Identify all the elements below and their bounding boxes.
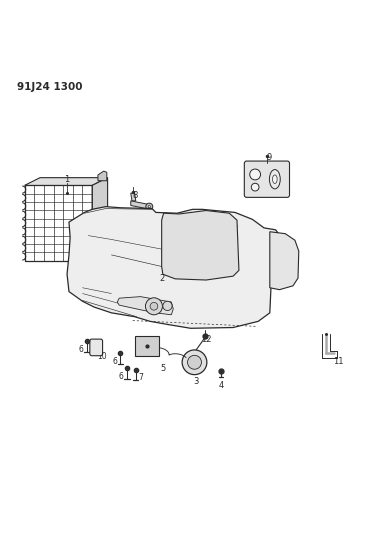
Text: 4: 4	[218, 381, 223, 390]
FancyBboxPatch shape	[244, 161, 289, 197]
Text: 6: 6	[113, 357, 118, 366]
FancyBboxPatch shape	[135, 336, 159, 357]
Circle shape	[250, 169, 261, 180]
Circle shape	[150, 302, 158, 310]
Polygon shape	[162, 211, 239, 280]
Text: 91J24 1300: 91J24 1300	[17, 82, 82, 92]
FancyBboxPatch shape	[90, 339, 103, 356]
Circle shape	[146, 203, 153, 210]
Circle shape	[145, 298, 163, 315]
Polygon shape	[25, 177, 108, 185]
Ellipse shape	[273, 175, 277, 183]
Circle shape	[163, 301, 172, 311]
Polygon shape	[98, 171, 107, 181]
Circle shape	[182, 350, 207, 375]
Text: 1: 1	[65, 175, 70, 184]
Polygon shape	[131, 193, 136, 201]
Text: 11: 11	[333, 358, 344, 366]
Text: 5: 5	[160, 364, 165, 373]
Bar	[25, 185, 92, 261]
Text: 3: 3	[193, 377, 199, 386]
Text: 10: 10	[97, 352, 107, 361]
Polygon shape	[270, 232, 299, 289]
Text: 7: 7	[139, 373, 144, 382]
Text: 6: 6	[78, 345, 83, 354]
Text: 2: 2	[159, 273, 164, 282]
Circle shape	[251, 183, 259, 191]
Polygon shape	[117, 297, 173, 315]
Text: 9: 9	[267, 153, 272, 162]
Ellipse shape	[270, 169, 280, 189]
Text: 6: 6	[119, 372, 124, 381]
Circle shape	[187, 356, 202, 369]
Polygon shape	[92, 177, 108, 261]
Text: 8: 8	[132, 191, 137, 199]
Text: 12: 12	[201, 335, 212, 344]
Polygon shape	[67, 207, 279, 328]
Circle shape	[148, 206, 151, 208]
Polygon shape	[131, 201, 148, 209]
